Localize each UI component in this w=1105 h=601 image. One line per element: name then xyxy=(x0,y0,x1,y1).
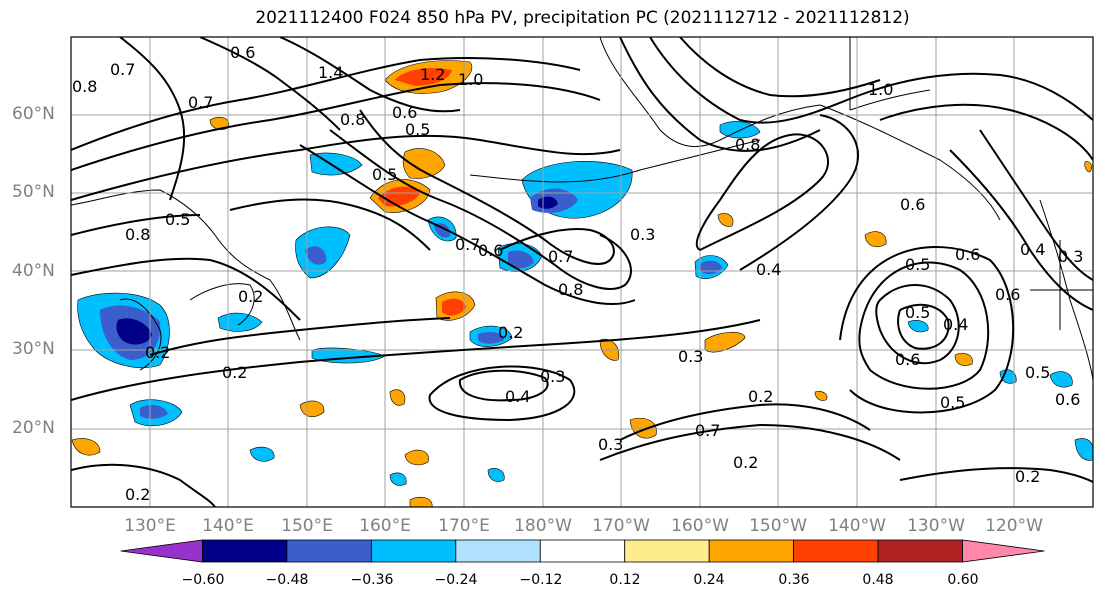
colorbar-segment xyxy=(120,539,203,563)
colorbar-tick: −0.24 xyxy=(434,572,478,588)
colorbar-tick: −0.60 xyxy=(181,572,225,588)
contour-label: 0.7 xyxy=(110,60,135,79)
contour-label: 0.6 xyxy=(955,245,980,264)
contour-label: 0.3 xyxy=(678,347,703,366)
colorbar-segment xyxy=(539,539,626,563)
colorbar-segment xyxy=(202,539,288,563)
contour-label: 1.2 xyxy=(420,65,445,84)
contour-label: 0.6 xyxy=(995,285,1020,304)
colorbar-tick: 0.24 xyxy=(693,572,725,588)
contour-label: 0.6 xyxy=(230,43,255,62)
contour-label: 0.5 xyxy=(905,255,930,274)
colorbar-segment xyxy=(624,539,710,563)
contour-label: 0.7 xyxy=(188,93,213,112)
colorbar-tick: 0.48 xyxy=(862,572,894,588)
contour-labels: 0.8 0.7 0.6 1.4 1.2 1.0 0.7 0.8 0.6 0.5 … xyxy=(72,43,1083,504)
contour-label: 0.6 xyxy=(478,241,503,260)
contour-label: 0.7 xyxy=(548,247,573,266)
lat-label-40n: 40°N xyxy=(12,261,55,281)
colorbar-tick: −0.48 xyxy=(265,572,309,588)
gridlines xyxy=(71,37,1093,507)
lat-label-50n: 50°N xyxy=(12,182,55,202)
contour-label: 0.2 xyxy=(222,363,247,382)
lon-label: 130°E xyxy=(124,516,176,536)
contour-label: 0.3 xyxy=(1058,247,1083,266)
contour-label: 0.6 xyxy=(900,195,925,214)
contour-label: 1.4 xyxy=(318,63,343,82)
colorbar-tick: −0.36 xyxy=(350,572,394,588)
lat-label-60n: 60°N xyxy=(12,104,55,124)
lon-label: 170°W xyxy=(592,516,650,536)
lon-label: 180°W xyxy=(514,516,572,536)
contour-label: 0.5 xyxy=(165,210,190,229)
contour-label: 0.7 xyxy=(455,235,480,254)
contour-label: 0.8 xyxy=(72,77,97,96)
contour-label: 0.2 xyxy=(145,343,170,362)
contour-label: 0.3 xyxy=(630,225,655,244)
contour-label: 0.4 xyxy=(505,387,530,406)
lat-label-30n: 30°N xyxy=(12,339,55,359)
lon-label: 120°W xyxy=(985,516,1043,536)
lon-label: 140°W xyxy=(828,516,886,536)
contour-label: 0.2 xyxy=(238,287,263,306)
colorbar-segment xyxy=(455,539,541,563)
contour-label: 0.3 xyxy=(540,367,565,386)
lon-label: 160°W xyxy=(671,516,729,536)
map-area xyxy=(71,37,1093,507)
map-title: 2021112400 F024 850 hPa PV, precipitatio… xyxy=(255,8,910,28)
lon-label: 160°E xyxy=(359,516,411,536)
contour-label: 0.8 xyxy=(125,225,150,244)
contour-label: 0.5 xyxy=(1025,363,1050,382)
lon-label: 140°E xyxy=(202,516,254,536)
contour-label: 0.2 xyxy=(1015,467,1040,486)
lon-label: 130°W xyxy=(907,516,965,536)
colorbar-tick: −0.12 xyxy=(519,572,563,588)
contour-label: 0.2 xyxy=(498,323,523,342)
map-frame xyxy=(70,36,1094,508)
contour-label: 0.7 xyxy=(695,421,720,440)
colorbar-segment xyxy=(962,539,1045,563)
contour-label: 0.4 xyxy=(756,260,781,279)
colorbar-segment xyxy=(793,539,879,563)
contour-label: 0.5 xyxy=(940,393,965,412)
contour-label: 0.6 xyxy=(392,103,417,122)
contour-label: 0.2 xyxy=(748,387,773,406)
contour-label: 0.8 xyxy=(340,110,365,129)
contour-label: 0.8 xyxy=(558,280,583,299)
lon-label: 150°W xyxy=(749,516,807,536)
colorbar-segment xyxy=(877,539,963,563)
lon-label: 150°E xyxy=(281,516,333,536)
pv-contours xyxy=(71,37,1093,507)
contour-label: 0.3 xyxy=(598,435,623,454)
colorbar-tick: 0.36 xyxy=(778,572,810,588)
contour-label: 0.8 xyxy=(735,135,760,154)
colorbar-segment xyxy=(370,539,457,563)
lon-label: 170°E xyxy=(438,516,490,536)
contour-label: 0.5 xyxy=(905,303,930,322)
contour-label: 0.2 xyxy=(125,485,150,504)
lat-label-20n: 20°N xyxy=(12,418,55,438)
contour-label: 0.2 xyxy=(733,453,758,472)
contour-label: 0.5 xyxy=(372,165,397,184)
colorbar-segment xyxy=(286,539,372,563)
contour-label: 1.0 xyxy=(458,70,483,89)
contour-label: 0.4 xyxy=(1020,240,1045,259)
contour-label: 0.6 xyxy=(895,350,920,369)
colorbar-segment xyxy=(708,539,795,563)
contour-label: 0.5 xyxy=(405,120,430,139)
colorbar-tick: 0.12 xyxy=(609,572,641,588)
contour-label: 0.6 xyxy=(1055,390,1080,409)
contour-label: 0.4 xyxy=(943,315,968,334)
colorbar xyxy=(120,539,1045,563)
colorbar-tick: 0.60 xyxy=(947,572,979,588)
contour-label: 1.0 xyxy=(868,80,893,99)
